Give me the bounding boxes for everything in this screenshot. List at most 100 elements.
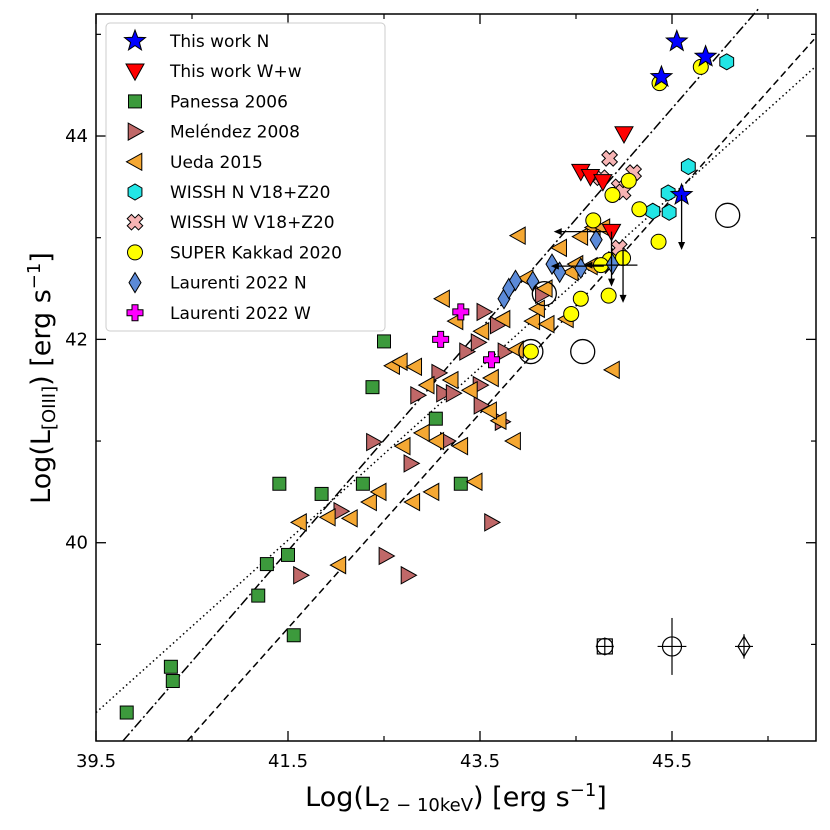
error-bar-sample-circle [657, 617, 687, 675]
point-ueda-2015 [340, 508, 358, 528]
legend-marker-wissh-w-v18-z20 [126, 213, 144, 231]
point-panessa-2006 [377, 334, 391, 349]
legend-marker-panessa-2006 [128, 94, 142, 109]
left-arrowhead [553, 228, 562, 236]
point-wissh-n-v18-z20 [680, 157, 696, 176]
legend-item-wissh-w-v18-z20: WISSH W V18+Z20 [126, 213, 335, 233]
legend-label: SUPER Kakkad 2020 [170, 243, 342, 263]
point-wissh-w-v18-z20 [601, 149, 619, 167]
point-panessa-2006 [281, 547, 295, 562]
point-panessa-2006 [272, 476, 287, 491]
point-ueda-2015 [523, 311, 541, 331]
point-super-kakkad-2020 [522, 343, 539, 360]
point-ueda-2015 [571, 227, 589, 247]
point-ueda-2015 [427, 431, 445, 451]
x-tick-label: 43.5 [460, 751, 500, 772]
legend-label: WISSH W V18+Z20 [170, 213, 335, 233]
axis-ticks: 39.5 41.5 43.5 45.5 40 42 44 [65, 14, 816, 772]
data-markers [119, 29, 735, 720]
point-super-kakkad-2020 [572, 290, 589, 307]
point-mel-ndez-2008 [366, 432, 383, 452]
legend-item-ueda-2015: Ueda 2015 [125, 152, 263, 173]
point-ueda-2015 [422, 482, 440, 502]
point-super-kakkad-2020 [585, 212, 602, 229]
point-ueda-2015 [417, 375, 435, 395]
point-ueda-2015 [369, 482, 387, 502]
point-mel-ndez-2008 [378, 546, 396, 566]
legend-marker-laurenti-2022-n [128, 271, 142, 294]
legend-item-laurenti-2022-n: Laurenti 2022 N [128, 271, 307, 294]
point-ueda-2015 [537, 314, 555, 334]
legend-marker-mel-ndez-2008 [127, 122, 145, 141]
legend-marker-this-work-w-w [125, 63, 145, 82]
circled-marker-ring [531, 280, 557, 307]
x-tick-label: 39.5 [76, 751, 116, 772]
point-laurenti-2022-n [589, 228, 603, 251]
point-mel-ndez-2008 [459, 342, 477, 361]
point-mel-ndez-2008 [431, 363, 449, 383]
point-mel-ndez-2008 [484, 513, 502, 532]
point-mel-ndez-2008 [497, 342, 515, 361]
legend-item-panessa-2006: Panessa 2006 [128, 92, 288, 112]
point-laurenti-2022-w [432, 330, 450, 348]
left-arrowhead [584, 261, 593, 269]
point-mel-ndez-2008 [436, 383, 454, 403]
point-this-work-w-w [580, 168, 601, 187]
point-wissh-n-v18-z20 [719, 53, 735, 71]
point-panessa-2006 [365, 380, 380, 395]
point-super-kakkad-2020 [563, 305, 580, 322]
legend-label: Laurenti 2022 N [170, 274, 307, 294]
point-super-kakkad-2020 [631, 201, 648, 218]
point-this-work-n [693, 44, 718, 67]
point-laurenti-2022-w [483, 351, 501, 369]
point-ueda-2015 [390, 352, 408, 372]
point-panessa-2006 [119, 705, 134, 720]
point-wissh-n-v18-z20 [660, 184, 676, 202]
legend-item-wissh-n-v18-z20: WISSH N V18+Z20 [127, 183, 331, 203]
point-laurenti-2022-n [574, 257, 588, 280]
point-super-kakkad-2020 [620, 172, 637, 189]
point-ueda-2015 [393, 436, 411, 456]
legend-label: Panessa 2006 [170, 92, 288, 112]
upper-limit-arrowhead [678, 241, 686, 250]
point-panessa-2006 [165, 674, 180, 689]
point-ueda-2015 [451, 436, 469, 456]
legend-label: Laurenti 2022 W [170, 304, 311, 324]
legend-label: Meléndez 2008 [170, 123, 300, 143]
error-bar-samples [595, 617, 753, 675]
point-ueda-2015 [329, 555, 347, 575]
point-ueda-2015 [493, 309, 511, 329]
point-mel-ndez-2008 [410, 385, 428, 405]
point-ueda-2015 [405, 357, 423, 377]
point-this-work-n [664, 29, 689, 52]
point-ueda-2015 [289, 513, 307, 532]
point-ueda-2015 [508, 226, 526, 246]
point-ueda-2015 [433, 289, 450, 309]
x-tick-label: 45.5 [652, 751, 692, 772]
legend-label: Ueda 2015 [170, 153, 263, 173]
point-this-work-n [649, 64, 674, 88]
legend-marker-laurenti-2022-w [126, 304, 144, 322]
point-panessa-2006 [314, 486, 329, 501]
limit-arrows [518, 194, 741, 365]
point-wissh-n-v18-z20 [661, 203, 677, 221]
circled-marker-ring [715, 202, 741, 228]
relation-line-dashed [186, 38, 815, 742]
point-panessa-2006 [251, 588, 266, 603]
point-ueda-2015 [481, 368, 499, 388]
legend-marker-ueda-2015 [125, 152, 143, 172]
point-this-work-w-w [614, 126, 634, 145]
point-ueda-2015 [550, 238, 567, 258]
point-mel-ndez-2008 [400, 565, 418, 585]
point-panessa-2006 [163, 659, 178, 674]
point-mel-ndez-2008 [445, 383, 463, 403]
point-super-kakkad-2020 [600, 287, 617, 304]
error-bar-sample-square [595, 637, 614, 656]
legend-item-this-work-w-w: This work W+w [125, 62, 302, 82]
point-ueda-2015 [460, 380, 478, 400]
point-ueda-2015 [441, 370, 459, 390]
point-ueda-2015 [504, 431, 521, 451]
upper-limit-arrowhead [619, 294, 627, 303]
point-mel-ndez-2008 [476, 302, 494, 322]
point-ueda-2015 [403, 492, 421, 512]
